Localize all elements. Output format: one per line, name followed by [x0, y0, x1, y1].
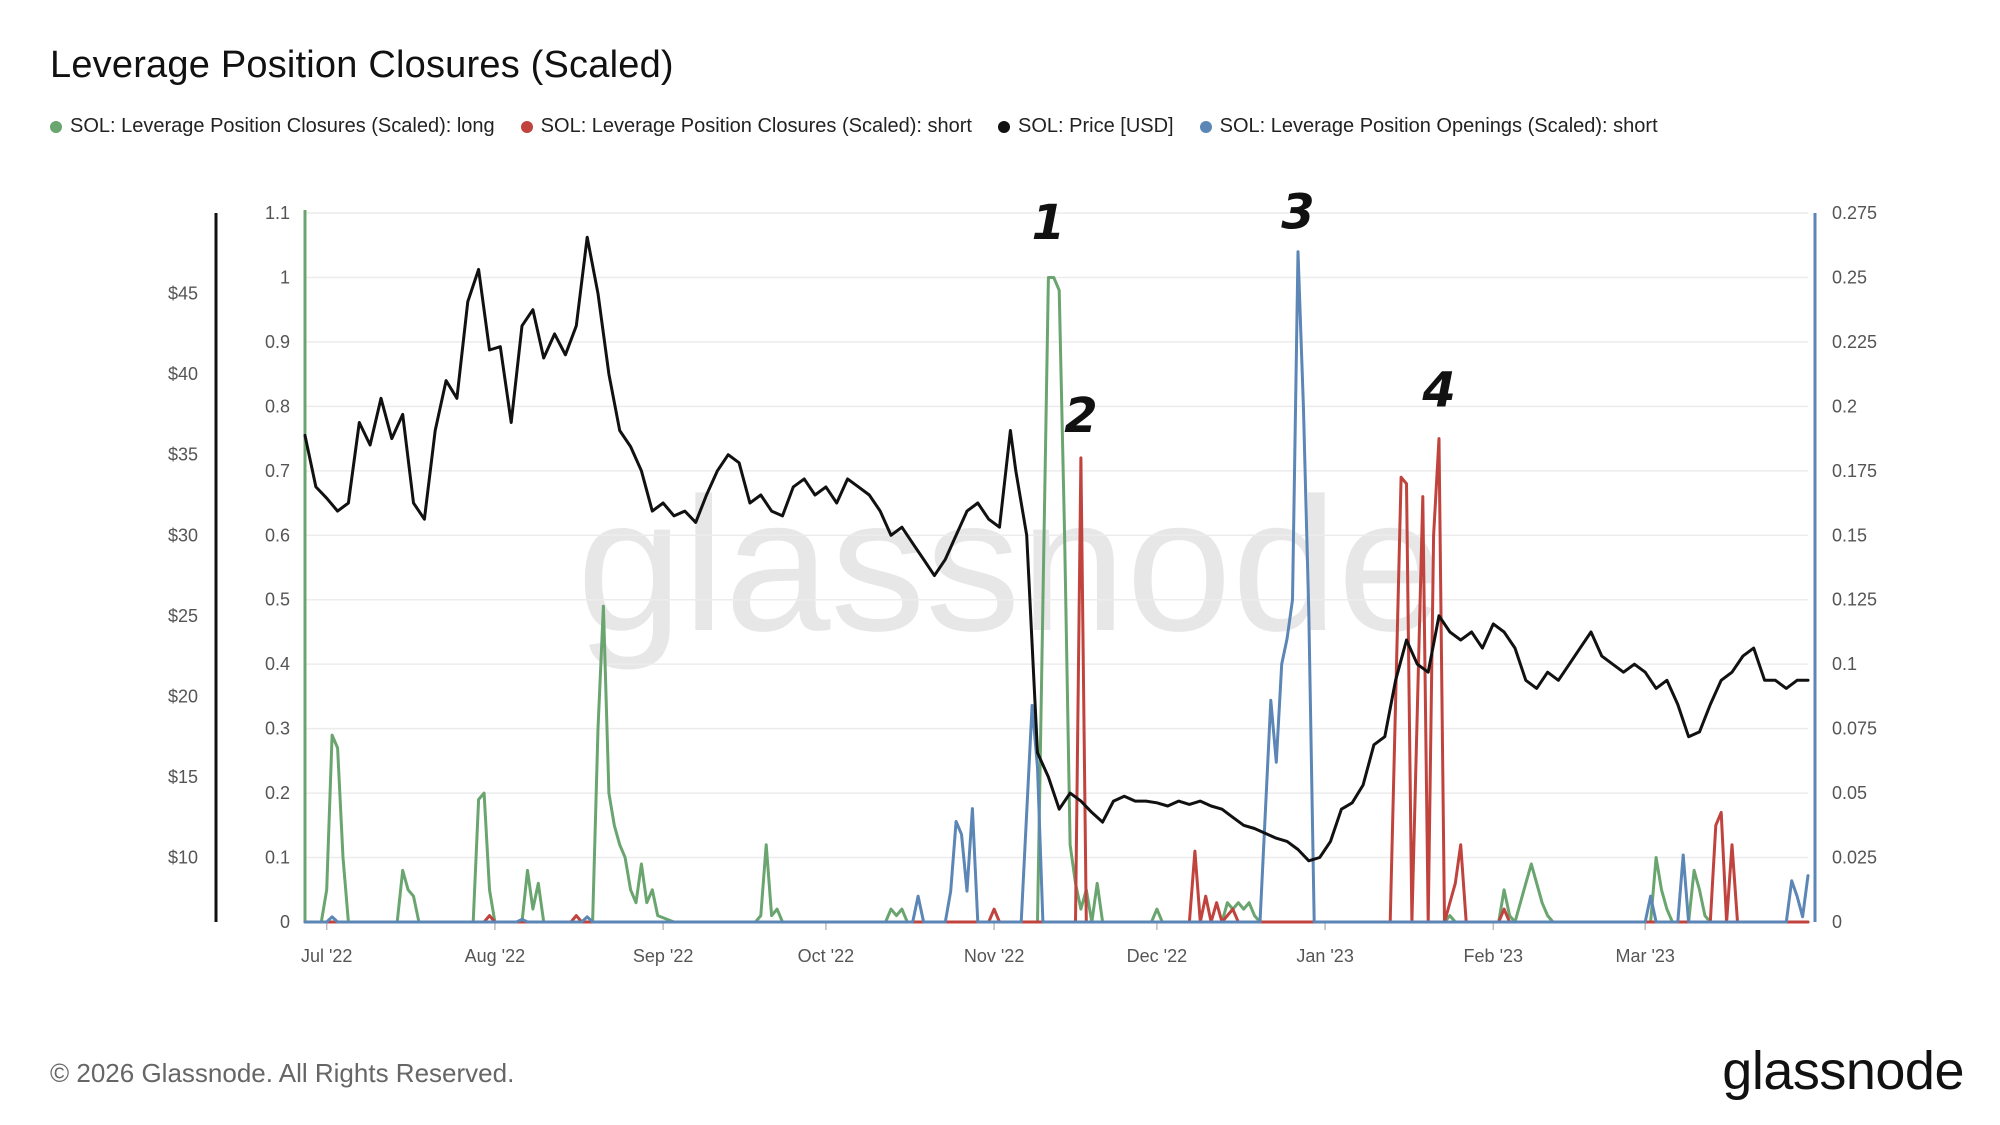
legend-label-price: SOL: Price [USD] — [1018, 115, 1174, 137]
legend-item-short-openings[interactable]: SOL: Leverage Position Openings (Scaled)… — [1199, 115, 1658, 138]
x-axis-tick: Sep '22 — [633, 946, 694, 966]
price-axis-tick: $35 — [168, 445, 198, 465]
left-axis-tick: 0.7 — [265, 461, 290, 481]
price-axis-tick: $20 — [168, 686, 198, 706]
chart-title: Leverage Position Closures (Scaled) — [50, 44, 674, 86]
right-axis-tick: 0.1 — [1832, 654, 1857, 674]
x-axis-tick: Nov '22 — [964, 946, 1024, 966]
left-axis-tick: 0.3 — [265, 719, 290, 739]
legend-swatch-long-closures — [50, 120, 62, 133]
legend-label-short-openings: SOL: Leverage Position Openings (Scaled)… — [1219, 115, 1658, 137]
watermark-text: glassnode — [577, 459, 1443, 671]
right-axis-tick: 0.225 — [1832, 332, 1877, 352]
x-axis-tick: Oct '22 — [798, 946, 854, 966]
price-axis-tick: $10 — [168, 848, 198, 868]
right-axis-tick: 0.075 — [1832, 719, 1877, 739]
left-axis-tick: 0.8 — [265, 396, 290, 416]
price-axis-tick: $25 — [168, 606, 198, 626]
right-axis-tick: 0.125 — [1832, 590, 1877, 610]
price-axis-tick: $45 — [168, 284, 198, 304]
x-axis-tick: Jul '22 — [301, 946, 352, 966]
right-axis-tick: 0.275 — [1832, 203, 1877, 223]
right-axis-tick: 0.05 — [1832, 783, 1867, 803]
left-axis-tick: 1 — [280, 267, 290, 287]
right-axis-tick: 0.175 — [1832, 461, 1877, 481]
annotation-label: 2 — [1064, 388, 1097, 444]
left-axis-tick: 0.9 — [265, 332, 290, 352]
legend-swatch-short-openings — [1199, 120, 1212, 133]
copyright-footer: © 2026 Glassnode. All Rights Reserved. — [50, 1058, 515, 1088]
legend-swatch-price — [998, 120, 1010, 133]
price-axis-tick: $15 — [168, 767, 198, 787]
left-axis-tick: 0.6 — [265, 525, 290, 545]
annotation-label: 3 — [1281, 184, 1314, 240]
x-axis-tick: Mar '23 — [1615, 946, 1674, 966]
legend-label-short-closures: SOL: Leverage Position Closures (Scaled)… — [540, 115, 972, 137]
left-axis-tick: 0 — [280, 912, 290, 932]
right-axis-tick: 0.15 — [1832, 525, 1867, 545]
annotation-label: 4 — [1421, 362, 1455, 418]
legend-swatch-short-closures — [520, 120, 533, 133]
x-axis-tick: Aug '22 — [465, 946, 526, 966]
right-axis-tick: 0.2 — [1832, 396, 1857, 416]
left-axis-tick: 1.1 — [265, 203, 290, 223]
right-axis-tick: 0.025 — [1832, 848, 1877, 868]
legend-item-long-closures[interactable]: SOL: Leverage Position Closures (Scaled)… — [50, 115, 495, 138]
legend: SOL: Leverage Position Closures (Scaled)… — [50, 115, 1658, 138]
legend-item-price[interactable]: SOL: Price [USD] — [998, 115, 1174, 138]
left-axis-tick: 0.5 — [265, 590, 290, 610]
left-axis-tick: 0.2 — [265, 783, 290, 803]
price-axis-tick: $30 — [168, 525, 198, 545]
right-axis-tick: 0 — [1832, 912, 1842, 932]
left-axis-tick: 0.1 — [265, 848, 290, 868]
legend-label-long-closures: SOL: Leverage Position Closures (Scaled)… — [70, 115, 495, 137]
x-axis-tick: Dec '22 — [1127, 946, 1187, 966]
annotations-layer: 1 2 3 4 — [1032, 184, 1456, 444]
price-axis-tick: $40 — [168, 364, 198, 384]
series-line-short-openings[interactable] — [303, 250, 1810, 924]
series-layer — [303, 235, 1810, 924]
annotation-label: 1 — [1032, 195, 1065, 251]
x-axis-tick: Jan '23 — [1296, 946, 1353, 966]
left-axis-tick: 0.4 — [265, 654, 290, 674]
brand-logo[interactable]: glassnode — [1722, 1041, 1964, 1101]
x-axis-tick: Feb '23 — [1464, 946, 1523, 966]
right-axis-tick: 0.25 — [1832, 267, 1867, 287]
legend-item-short-closures[interactable]: SOL: Leverage Position Closures (Scaled)… — [520, 115, 972, 138]
series-line-price[interactable] — [303, 235, 1810, 863]
